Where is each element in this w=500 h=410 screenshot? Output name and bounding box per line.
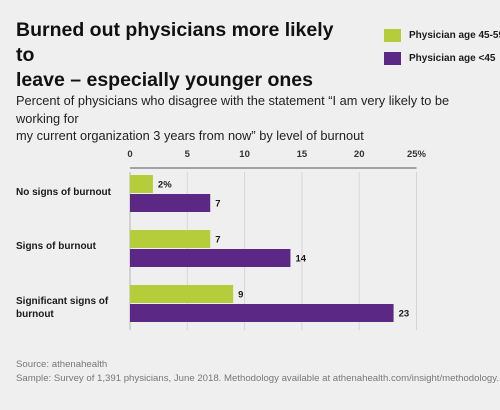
legend: Physician age 45-59 Physician age <45: [384, 27, 500, 73]
x-tick-label: 25%: [407, 149, 427, 160]
category-label-significant-signs: Significant signs of burnout: [16, 296, 109, 320]
sample-line: Sample: Survey of 1,391 physicians, June…: [16, 373, 500, 384]
data-label: 7: [215, 199, 220, 210]
legend-label-age-45-59: Physician age 45-59: [409, 29, 500, 41]
x-tick-label: 0: [127, 149, 132, 160]
data-label: 2%: [158, 180, 172, 191]
x-tick-label: 10: [239, 149, 250, 160]
legend-item-age-45-59: Physician age 45-59: [384, 27, 500, 43]
data-label: 9: [238, 290, 243, 301]
legend-swatch-age-under-45: [384, 51, 401, 65]
data-label: 23: [399, 309, 410, 320]
bar-age-under-45: [130, 249, 291, 267]
x-tick-label: 20: [354, 149, 365, 160]
bar-age-45-59: [130, 285, 234, 303]
source-line: Source: athenahealth: [16, 359, 108, 370]
x-tick-label: 5: [185, 149, 191, 160]
data-label: 14: [295, 254, 306, 265]
data-label: 7: [215, 235, 220, 246]
legend-swatch-age-45-59: [384, 28, 401, 42]
bar-age-under-45: [130, 304, 394, 322]
bar-age-45-59: [130, 175, 153, 193]
legend-item-age-under-45: Physician age <45: [384, 50, 500, 66]
x-tick-label: 15: [297, 149, 308, 160]
source-note: Source: athenahealth Sample: Survey of 1…: [16, 358, 500, 386]
chart-subtitle: Percent of physicians who disagree with …: [16, 93, 450, 143]
legend-label-age-under-45: Physician age <45: [409, 52, 496, 64]
bar-age-under-45: [130, 194, 211, 212]
category-label-no-signs: No signs of burnout: [16, 187, 111, 198]
bar-age-45-59: [130, 230, 211, 248]
category-label-signs: Signs of burnout: [16, 241, 96, 252]
chart-title: Burned out physicians more likely to lea…: [16, 19, 334, 91]
